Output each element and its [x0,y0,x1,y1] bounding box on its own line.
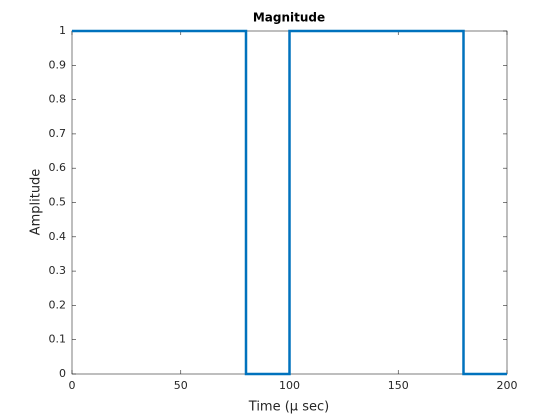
y-tick-label: 0.5 [49,196,67,209]
y-tick-label: 0.9 [49,58,67,71]
x-tick-label: 0 [69,379,76,392]
y-tick-label: 1 [59,24,66,37]
y-tick-label: 0.1 [49,333,67,346]
y-tick-label: 0.4 [49,230,67,243]
y-tick-label: 0.2 [49,298,67,311]
y-tick-label: 0.8 [49,93,67,106]
x-tick-label: 100 [279,379,300,392]
data-line [72,29,507,376]
x-tick-label: 50 [174,379,188,392]
y-tick-label: 0.6 [49,161,67,174]
y-tick-label: 0 [59,367,66,380]
chart-title: Magnitude [253,11,325,25]
x-tick-label: 150 [388,379,409,392]
y-tick-label: 0.7 [49,127,67,140]
x-tick-label: 200 [497,379,518,392]
y-tick-label: 0.3 [49,264,67,277]
x-axis-label: Time (μ sec) [248,400,329,415]
y-axis-label: Amplitude [29,169,44,236]
